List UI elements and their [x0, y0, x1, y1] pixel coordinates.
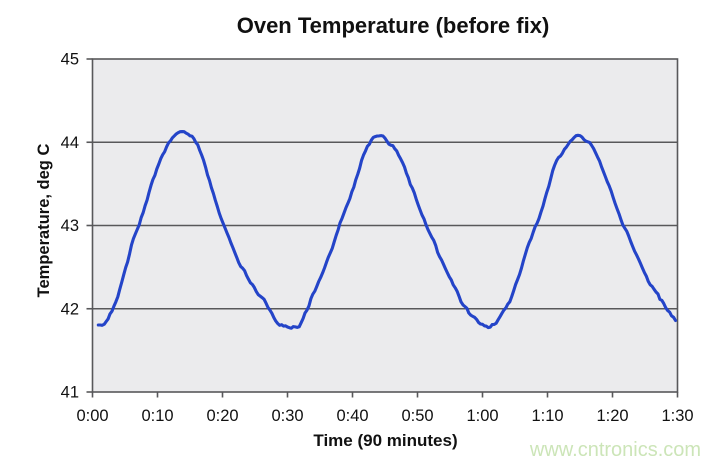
svg-text:1:00: 1:00	[466, 407, 498, 425]
svg-text:0:00: 0:00	[76, 407, 108, 425]
svg-text:0:40: 0:40	[336, 407, 368, 425]
svg-text:Time (90 minutes): Time (90 minutes)	[313, 431, 457, 450]
svg-text:Oven Temperature (before fix): Oven Temperature (before fix)	[237, 13, 550, 38]
svg-text:1:10: 1:10	[531, 407, 563, 425]
svg-text:1:30: 1:30	[661, 407, 693, 425]
svg-text:45: 45	[61, 51, 79, 69]
svg-text:0:50: 0:50	[401, 407, 433, 425]
svg-text:44: 44	[61, 134, 79, 152]
svg-text:0:20: 0:20	[206, 407, 238, 425]
svg-text:43: 43	[61, 217, 79, 235]
svg-text:0:30: 0:30	[271, 407, 303, 425]
svg-text:1:20: 1:20	[596, 407, 628, 425]
svg-text:42: 42	[61, 300, 79, 318]
svg-text:41: 41	[61, 384, 79, 402]
svg-text:0:10: 0:10	[141, 407, 173, 425]
svg-text:www.cntronics.com: www.cntronics.com	[529, 439, 701, 461]
svg-text:Temperature, deg C: Temperature, deg C	[35, 144, 53, 298]
